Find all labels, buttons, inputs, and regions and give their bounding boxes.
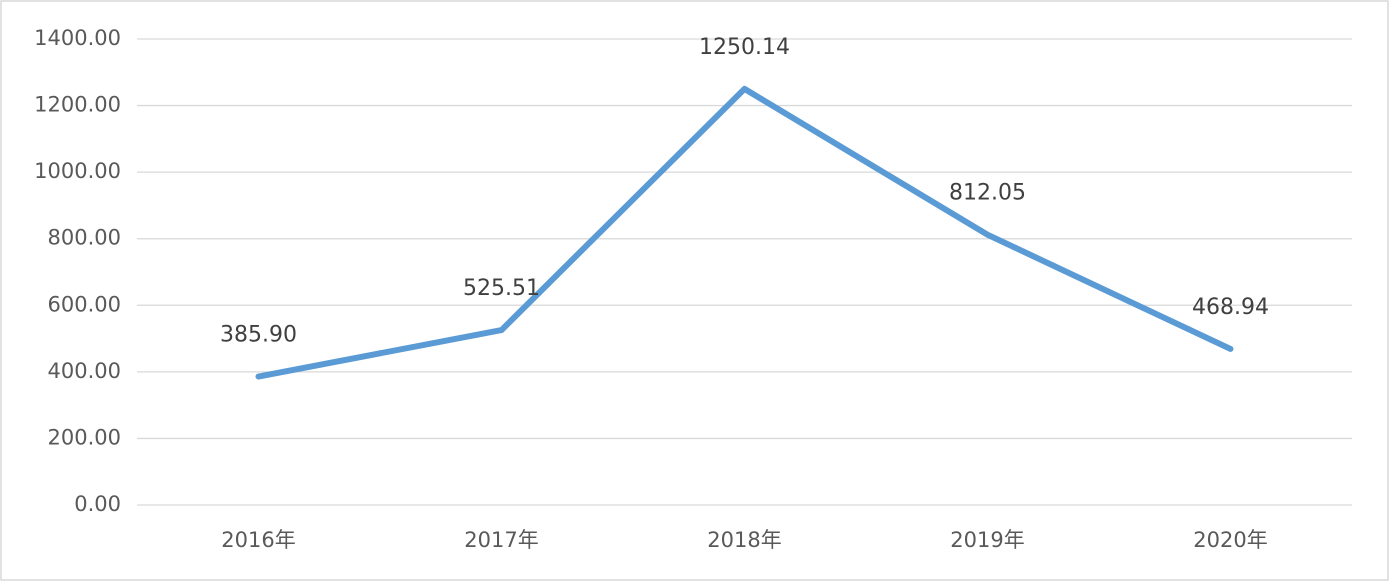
data-label: 525.51: [463, 276, 540, 301]
y-tick-label: 1400.00: [34, 26, 121, 50]
data-label: 385.90: [220, 323, 297, 348]
y-tick-label: 600.00: [48, 292, 121, 316]
x-tick-label: 2020年: [1193, 528, 1267, 552]
data-label: 468.94: [1192, 295, 1269, 320]
data-label: 812.05: [949, 181, 1026, 206]
x-tick-label: 2018年: [707, 528, 781, 552]
x-tick-label: 2016年: [221, 528, 295, 552]
x-tick-label: 2017年: [464, 528, 538, 552]
y-tick-label: 1000.00: [34, 159, 121, 183]
data-label: 1250.14: [699, 35, 790, 60]
y-tick-label: 1200.00: [34, 93, 121, 117]
x-tick-label: 2019年: [950, 528, 1024, 552]
y-tick-label: 800.00: [48, 226, 121, 250]
y-tick-label: 200.00: [48, 425, 121, 449]
y-tick-label: 400.00: [48, 359, 121, 383]
y-tick-label: 0.00: [74, 492, 121, 516]
data-line: [255, 85, 1234, 380]
